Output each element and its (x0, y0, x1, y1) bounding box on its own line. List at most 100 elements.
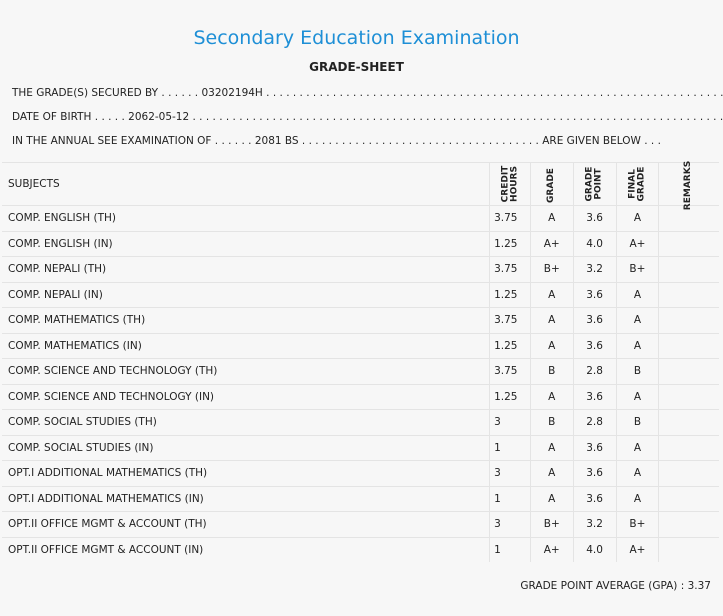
table-row: COMP. ENGLISH (IN) 1.25 A+ 4.0 A+ (2, 230, 719, 257)
grade-cell: B (529, 409, 574, 435)
remarks-cell (658, 409, 719, 435)
page-title: Secondary Education Examination (193, 27, 520, 49)
grade-point-cell: 3.6 (572, 205, 617, 231)
grade-point-cell: 3.6 (572, 307, 617, 333)
grade-cell: B (529, 358, 574, 384)
final-grade-cell: B+ (615, 256, 659, 282)
credit-hours-cell: 1 (489, 536, 531, 562)
final-grade-cell: A (615, 434, 659, 461)
remarks-cell (658, 358, 719, 384)
grade-cell: A (529, 205, 574, 231)
subject-cell: COMP. MATHEMATICS (TH) (2, 307, 490, 333)
grade-cell: A (529, 460, 574, 486)
grade-cell: A (529, 332, 574, 359)
credit-hours-cell: 3 (489, 460, 531, 486)
grade-point-cell: 3.6 (572, 281, 617, 308)
credit-hours-cell: 3.75 (489, 358, 531, 384)
subject-cell: COMP. SOCIAL STUDIES (IN) (2, 434, 490, 461)
table-row: COMP. NEPALI (IN) 1.25 A 3.6 A (2, 281, 719, 308)
subject-cell: COMP. SCIENCE AND TECHNOLOGY (TH) (2, 358, 490, 384)
table-row: OPT.II OFFICE MGMT & ACCOUNT (IN) 1 A+ 4.0 A… (2, 536, 719, 562)
final-grade-cell: B (615, 409, 659, 435)
grade-point-cell: 3.6 (572, 460, 617, 486)
final-grade-cell: A+ (615, 230, 659, 257)
grade-point-cell: 3.2 (572, 511, 617, 537)
credit-hours-cell: 3.75 (489, 307, 531, 333)
grade-point-cell: 4.0 (572, 536, 617, 562)
grade-cell: A (529, 485, 574, 512)
subject-cell: OPT.II OFFICE MGMT & ACCOUNT (IN) (2, 536, 490, 562)
examination-line: IN THE ANNUAL SEE EXAMINATION OF . . . .… (12, 135, 661, 147)
grade-cell: A (529, 307, 574, 333)
credit-hours-cell: 3.75 (489, 205, 531, 231)
remarks-cell (658, 205, 719, 231)
table-row: OPT.II OFFICE MGMT & ACCOUNT (TH) 3 B+ 3.2 B… (2, 511, 719, 537)
credit-hours-cell: 1.25 (489, 281, 531, 308)
grade-cell: A (529, 383, 574, 410)
table-row: COMP. MATHEMATICS (IN) 1.25 A 3.6 A (2, 332, 719, 359)
final-grade-cell: A (615, 281, 659, 308)
subject-cell: COMP. ENGLISH (IN) (2, 230, 490, 257)
credit-hours-cell: 1.25 (489, 332, 531, 359)
grades-table: SUBJECTS CREDIT HOURS GRADE GRADE POINT FI… (2, 161, 719, 562)
remarks-cell (658, 307, 719, 333)
subjects-header: SUBJECTS (2, 162, 490, 206)
grade-point-cell: 3.2 (572, 256, 617, 282)
grade-cell: A (529, 434, 574, 461)
remarks-cell (658, 383, 719, 410)
credit-hours-cell: 1 (489, 434, 531, 461)
remarks-cell (658, 485, 719, 512)
final-grade-cell: B+ (615, 511, 659, 537)
grade-cell: A+ (529, 536, 574, 562)
grade-header: GRADE (529, 162, 574, 206)
remarks-cell (658, 230, 719, 257)
subject-cell: COMP. SCIENCE AND TECHNOLOGY (IN) (2, 383, 490, 410)
table-row: COMP. NEPALI (TH) 3.75 B+ 3.2 B+ (2, 256, 719, 282)
table-header-row: SUBJECTS CREDIT HOURS GRADE GRADE POINT FI… (2, 161, 719, 210)
credit-hours-cell: 1.25 (489, 230, 531, 257)
remarks-cell (658, 256, 719, 282)
grade-cell: B+ (529, 511, 574, 537)
grade-point-cell: 3.6 (572, 485, 617, 512)
final-grade-cell: A (615, 307, 659, 333)
grade-cell: B+ (529, 256, 574, 282)
credit-hours-header: CREDIT HOURS (489, 162, 531, 206)
credit-hours-cell: 1.25 (489, 383, 531, 410)
final-grade-cell: A (615, 460, 659, 486)
subject-cell: COMP. MATHEMATICS (IN) (2, 332, 490, 359)
table-row: COMP. SCIENCE AND TECHNOLOGY (TH) 3.75 B 2.… (2, 358, 719, 384)
grade-cell: A (529, 281, 574, 308)
subject-cell: OPT.I ADDITIONAL MATHEMATICS (IN) (2, 485, 490, 512)
final-grade-header: FINAL GRADE (615, 162, 659, 206)
grade-point-cell: 3.6 (572, 332, 617, 359)
table-row: COMP. ENGLISH (TH) 3.75 A 3.6 A (2, 205, 719, 231)
table-row: COMP. SOCIAL STUDIES (IN) 1 A 3.6 A (2, 434, 719, 461)
grade-point-cell: 2.8 (572, 358, 617, 384)
subject-cell: COMP. SOCIAL STUDIES (TH) (2, 409, 490, 435)
grade-sheet-heading: GRADE-SHEET (309, 60, 404, 74)
remarks-header: REMARKS (658, 161, 719, 210)
subject-cell: COMP. NEPALI (TH) (2, 256, 490, 282)
final-grade-cell: A (615, 485, 659, 512)
subject-cell: COMP. NEPALI (IN) (2, 281, 490, 308)
grade-point-cell: 2.8 (572, 409, 617, 435)
remarks-cell (658, 434, 719, 461)
grade-cell: A+ (529, 230, 574, 257)
credit-hours-cell: 1 (489, 485, 531, 512)
table-row: OPT.I ADDITIONAL MATHEMATICS (IN) 1 A 3.6 A (2, 485, 719, 512)
credit-hours-cell: 3 (489, 511, 531, 537)
table-row: COMP. SOCIAL STUDIES (TH) 3 B 2.8 B (2, 409, 719, 435)
grade-point-cell: 3.6 (572, 383, 617, 410)
final-grade-cell: B (615, 358, 659, 384)
final-grade-cell: A (615, 332, 659, 359)
remarks-cell (658, 460, 719, 486)
remarks-cell (658, 332, 719, 359)
table-row: COMP. MATHEMATICS (TH) 3.75 A 3.6 A (2, 307, 719, 333)
credit-hours-cell: 3 (489, 409, 531, 435)
subject-cell: OPT.II OFFICE MGMT & ACCOUNT (TH) (2, 511, 490, 537)
gpa-summary: GRADE POINT AVERAGE (GPA) : 3.37 (520, 580, 711, 592)
final-grade-cell: A (615, 205, 659, 231)
table-row: COMP. SCIENCE AND TECHNOLOGY (IN) 1.25 A 3.… (2, 383, 719, 410)
final-grade-cell: A (615, 383, 659, 410)
table-row: OPT.I ADDITIONAL MATHEMATICS (TH) 3 A 3.6 A (2, 460, 719, 486)
